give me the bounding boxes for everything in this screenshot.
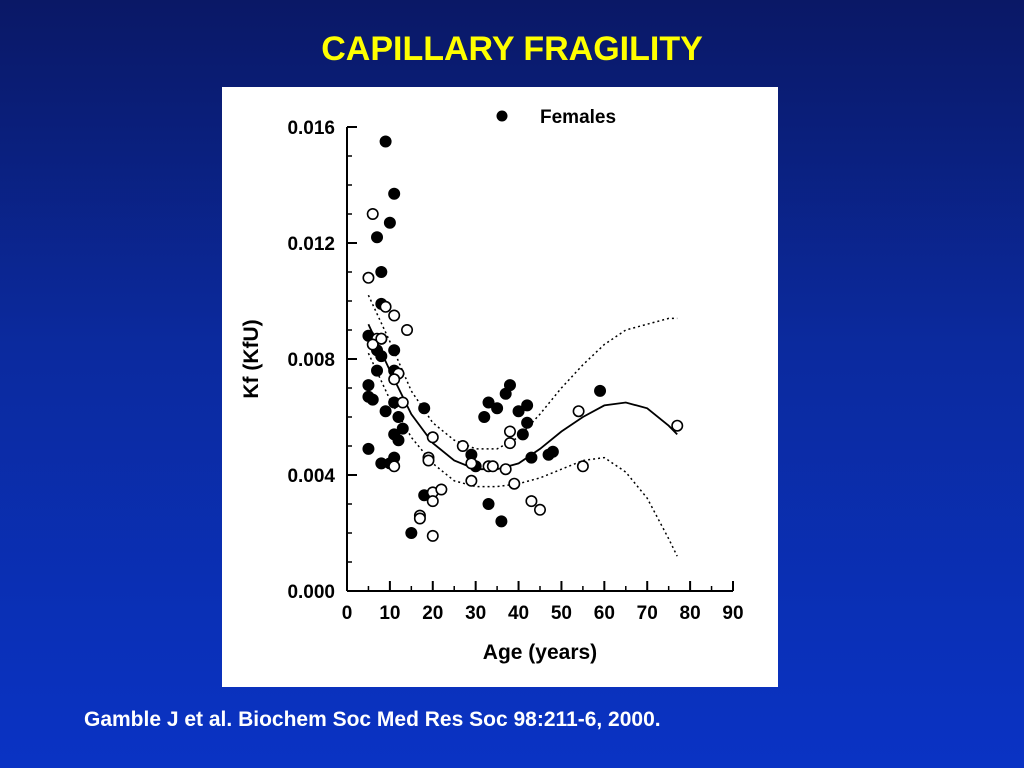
- open-data-point: [388, 373, 401, 386]
- open-data-point: [525, 495, 538, 508]
- open-data-point: [413, 512, 426, 525]
- open-data-point: [362, 271, 375, 284]
- scatter-chart: 0.000 0.004 0.008 0.012 0.016 0 10 20 30 40 50 60 70…: [240, 107, 744, 664]
- open-data-point: [426, 529, 439, 542]
- open-data-point: [465, 474, 478, 487]
- x-tick-label: 20: [422, 603, 443, 624]
- y-tick-label: 0.008: [287, 350, 335, 371]
- filled-data-point: [388, 187, 401, 200]
- axes: 0.000 0.004 0.008 0.012 0.016 0 10 20 30 40 50 60 70…: [240, 118, 744, 664]
- open-data-point: [486, 460, 499, 473]
- filled-data-point: [379, 405, 392, 418]
- filled-data-point: [392, 434, 405, 447]
- open-data-point: [671, 419, 684, 432]
- x-tick-label: 30: [465, 603, 486, 624]
- legend: Females: [496, 107, 616, 128]
- filled-data-point: [371, 364, 384, 377]
- filled-data-point: [396, 422, 409, 435]
- open-data-point: [396, 396, 409, 409]
- filled-data-point: [512, 405, 525, 418]
- open-data-point: [576, 460, 589, 473]
- y-tick-label: 0.012: [287, 234, 335, 255]
- filled-data-point: [375, 266, 388, 279]
- x-tick-label: 60: [594, 603, 615, 624]
- filled-data-point: [379, 135, 392, 148]
- x-tick-label: 40: [508, 603, 529, 624]
- filled-data-point: [392, 410, 405, 423]
- filled-data-point: [371, 231, 384, 244]
- open-data-point: [366, 338, 379, 351]
- filled-data-point: [491, 402, 504, 415]
- filled-data-point: [482, 497, 495, 510]
- filled-data-point: [482, 396, 495, 409]
- open-data-point: [401, 324, 414, 337]
- filled-data-point: [525, 451, 538, 464]
- open-data-point: [503, 437, 516, 450]
- y-tick-label: 0.004: [287, 466, 335, 487]
- citation: Gamble J et al. Biochem Soc Med Res Soc …: [84, 708, 661, 731]
- filled-data-point: [362, 379, 375, 392]
- open-data-point: [572, 405, 585, 418]
- filled-data-point: [362, 442, 375, 455]
- open-data-point: [456, 439, 469, 452]
- open-data-point: [435, 483, 448, 496]
- filled-data-point: [405, 526, 418, 539]
- filled-data-point: [388, 344, 401, 357]
- x-tick-label: 70: [637, 603, 658, 624]
- x-axis-label: Age (years): [483, 641, 597, 664]
- open-data-point: [508, 477, 521, 490]
- filled-data-point: [418, 402, 431, 415]
- filled-data-point: [478, 410, 491, 423]
- y-axis-label: Kf (KfU): [240, 319, 263, 398]
- open-data-point: [499, 463, 512, 476]
- open-data-point: [422, 454, 435, 467]
- open-data-point: [426, 431, 439, 444]
- filled-data-point: [375, 350, 388, 363]
- open-data-point: [533, 503, 546, 516]
- filled-data-point: [495, 515, 508, 528]
- chart-panel: 0.000 0.004 0.008 0.012 0.016 0 10 20 30 40 50 60 70…: [222, 87, 778, 687]
- filled-data-point: [503, 379, 516, 392]
- y-tick-label: 0.000: [287, 582, 335, 603]
- open-data-point: [465, 457, 478, 470]
- legend-label: Females: [540, 107, 616, 128]
- open-data-point: [379, 300, 392, 313]
- filled-data-point: [542, 448, 555, 461]
- open-data-point: [375, 332, 388, 345]
- legend-marker: [496, 110, 508, 122]
- lower-confidence-band: [367, 352, 678, 557]
- x-tick-label: 90: [722, 603, 743, 624]
- filled-data-point: [521, 416, 534, 429]
- open-data-point: [503, 425, 516, 438]
- x-tick-label: 50: [551, 603, 572, 624]
- open-data-point: [426, 495, 439, 508]
- filled-data-point: [366, 393, 379, 406]
- filled-data-point: [521, 399, 534, 412]
- y-tick-label: 0.016: [287, 118, 335, 139]
- data-points: [362, 135, 684, 542]
- x-tick-label: 0: [342, 603, 353, 624]
- x-tick-label: 10: [379, 603, 400, 624]
- open-data-point: [388, 460, 401, 473]
- open-data-point: [366, 208, 379, 221]
- x-tick-label: 80: [680, 603, 701, 624]
- filled-data-point: [383, 216, 396, 229]
- filled-data-point: [594, 384, 607, 397]
- open-data-point: [388, 309, 401, 322]
- slide-title: CAPILLARY FRAGILITY: [321, 30, 703, 68]
- filled-data-point: [516, 428, 529, 441]
